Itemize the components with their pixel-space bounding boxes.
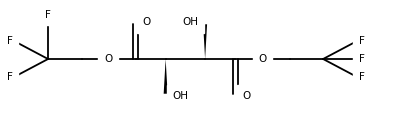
Text: O: O	[259, 54, 267, 64]
Text: OH: OH	[182, 17, 198, 27]
Polygon shape	[164, 59, 168, 94]
Text: O: O	[242, 91, 250, 101]
Text: O: O	[143, 17, 151, 27]
Text: F: F	[359, 36, 364, 46]
Text: OH: OH	[173, 91, 189, 101]
Text: F: F	[359, 54, 364, 64]
Polygon shape	[203, 24, 207, 59]
Text: F: F	[45, 10, 51, 20]
Text: O: O	[104, 54, 112, 64]
Text: F: F	[7, 36, 13, 46]
Text: F: F	[359, 72, 364, 82]
Text: F: F	[7, 72, 13, 82]
